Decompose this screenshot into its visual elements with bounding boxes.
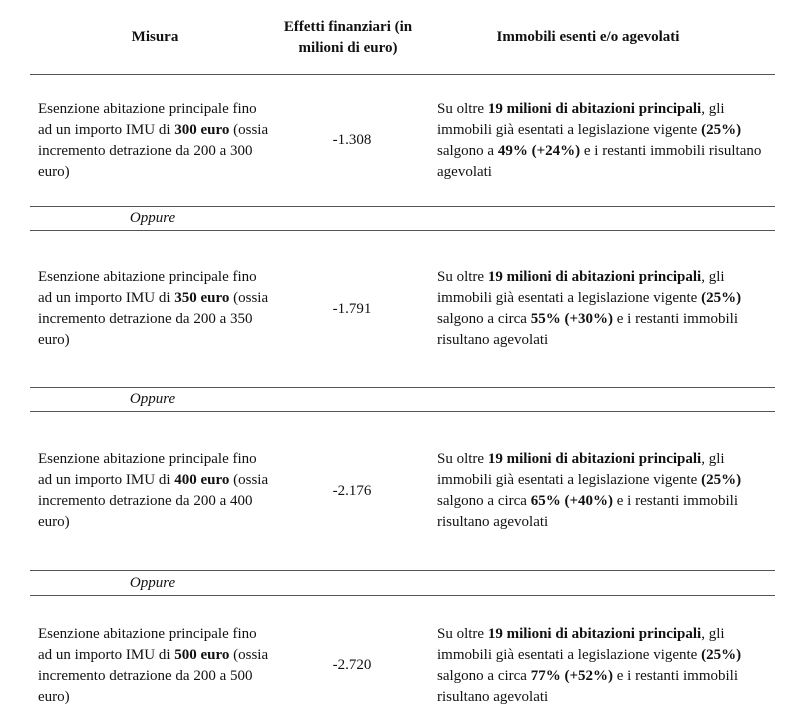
cell-text: Esenzione abitazione principale fino ad … <box>38 99 270 183</box>
exempt-cell: Su oltre 19 milioni di abitazioni princi… <box>437 596 767 721</box>
table-row: Esenzione abitazione principale fino ad … <box>30 75 775 207</box>
bold-text: 49% (+24%) <box>497 142 581 159</box>
text: salgono a circa <box>437 667 531 684</box>
exempt-cell: Su oltre 19 milioni di abitazioni princi… <box>437 231 767 387</box>
text: , gli immobili già esentati a legislazio… <box>437 625 725 663</box>
text: Esenzione abitazione principale fino ad … <box>38 269 257 306</box>
bold-text: 65% (+40%) <box>530 493 614 509</box>
text: (ossia incremento detrazione da 200 a 40… <box>38 472 269 530</box>
bold-text: 350 euro <box>174 290 230 306</box>
separator-row: Oppure <box>30 207 775 231</box>
text: (ossia incremento detrazione da 200 a 50… <box>38 646 269 705</box>
separator-label: Oppure <box>129 574 176 591</box>
text: Su oltre <box>437 269 488 285</box>
text: (ossia incremento detrazione da 200 a 35… <box>38 290 269 348</box>
exempt-cell: Su oltre 19 milioni di abitazioni princi… <box>437 412 767 570</box>
cell-text: Su oltre 19 milioni di abitazioni princi… <box>437 267 767 351</box>
bold-text: 19 milioni di abitazioni principali <box>487 269 702 285</box>
measure-cell: Esenzione abitazione principale fino ad … <box>38 231 270 387</box>
bold-text: 19 milioni di abitazioni principali <box>487 625 702 642</box>
text: Su oltre <box>437 451 488 467</box>
text: Esenzione abitazione principale fino ad … <box>38 451 257 488</box>
bold-text: 77% (+52%) <box>530 667 614 684</box>
text: salgono a circa <box>437 493 531 509</box>
cell-text: Esenzione abitazione principale fino ad … <box>38 624 270 708</box>
text: e i restanti immobili risultano agevolat… <box>437 667 738 705</box>
text: e i restanti immobili risultano agevolat… <box>437 311 738 348</box>
cell-text: Su oltre 19 milioni di abitazioni princi… <box>437 449 767 533</box>
separator-row: Oppure <box>30 388 775 412</box>
text: Esenzione abitazione principale fino ad … <box>38 100 257 138</box>
text: , gli immobili già esentati a legislazio… <box>437 269 725 306</box>
bold-text: 19 milioni di abitazioni principali <box>487 100 702 117</box>
cell-text: Esenzione abitazione principale fino ad … <box>38 267 270 351</box>
bold-text: (25%) <box>701 472 742 488</box>
bold-text: 300 euro <box>174 121 230 138</box>
separator-row: Oppure <box>30 571 775 596</box>
cell-text: Su oltre 19 milioni di abitazioni princi… <box>437 99 767 183</box>
bold-text: (25%) <box>701 646 742 663</box>
separator-label: Oppure <box>129 210 176 226</box>
effect-cell: -1.791 <box>332 300 372 317</box>
text: salgono a <box>437 142 498 159</box>
text: Esenzione abitazione principale fino ad … <box>38 625 257 663</box>
bold-text: 19 milioni di abitazioni principali <box>487 451 702 467</box>
measure-cell: Esenzione abitazione principale fino ad … <box>38 596 270 721</box>
text: , gli immobili già esentati a legislazio… <box>437 100 725 138</box>
bold-text: 500 euro <box>174 646 230 663</box>
exempt-cell: Su oltre 19 milioni di abitazioni princi… <box>437 75 767 206</box>
bold-text: 55% (+30%) <box>530 311 614 327</box>
table-header: Misura Effetti finanziari (in milioni di… <box>30 0 775 75</box>
effect-cell: -2.176 <box>332 482 372 499</box>
text: Su oltre <box>437 625 488 642</box>
measure-cell: Esenzione abitazione principale fino ad … <box>38 412 270 570</box>
separator-label: Oppure <box>129 391 176 407</box>
header-cell: Immobili esenti e/o agevolati <box>496 29 680 45</box>
bold-text: (25%) <box>701 121 742 138</box>
text: salgono a circa <box>437 311 531 327</box>
text: Su oltre <box>437 100 488 117</box>
text: , gli immobili già esentati a legislazio… <box>437 451 725 488</box>
text: (ossia incremento detrazione da 200 a 30… <box>38 121 269 180</box>
header-cell: Misura <box>131 29 179 45</box>
bold-text: (25%) <box>701 290 742 306</box>
bold-text: 400 euro <box>174 472 230 488</box>
effect-cell: -2.720 <box>332 657 372 673</box>
cell-text: Esenzione abitazione principale fino ad … <box>38 449 270 533</box>
cell-text: Su oltre 19 milioni di abitazioni princi… <box>437 624 767 708</box>
header-cell: Effetti finanziari (in milioni di euro) <box>283 18 413 56</box>
measure-cell: Esenzione abitazione principale fino ad … <box>38 75 270 206</box>
effect-cell: -1.308 <box>332 132 372 148</box>
text: e i restanti immobili risultano agevolat… <box>437 493 738 530</box>
text: e i restanti immobili risultano agevolat… <box>437 142 762 180</box>
table-row: Esenzione abitazione principale fino ad … <box>30 231 775 388</box>
table-row: Esenzione abitazione principale fino ad … <box>30 596 775 721</box>
table-row: Esenzione abitazione principale fino ad … <box>30 412 775 571</box>
